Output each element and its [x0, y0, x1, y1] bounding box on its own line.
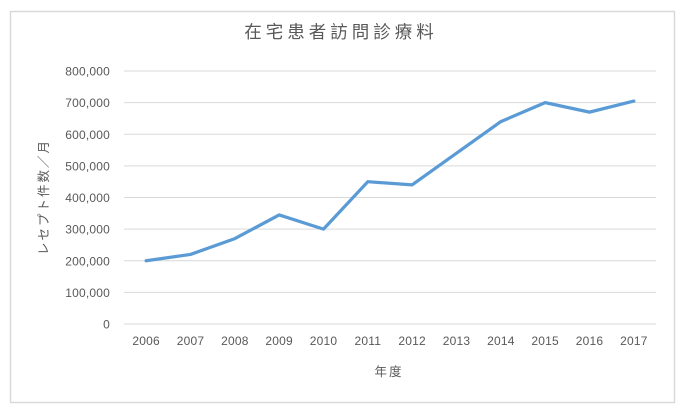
y-tick-label: 700,000: [65, 96, 110, 110]
x-tick-label: 2011: [355, 334, 382, 348]
x-tick-label: 2007: [177, 334, 205, 348]
y-tick-label: 400,000: [65, 191, 110, 205]
x-tick-label: 2016: [576, 334, 604, 348]
y-tick-label: 500,000: [65, 159, 110, 173]
y-axis-title: レセプト件数／月: [36, 139, 51, 255]
x-tick-label: 2013: [443, 334, 471, 348]
x-tick-labels: 2006 2007 2008 2009 2010 2011 2012 2013 2014 2015…: [132, 334, 647, 348]
y-tick-label: 600,000: [65, 128, 110, 142]
chart-border: [9, 10, 676, 404]
x-tick-label: 2008: [221, 334, 249, 348]
y-tick-label: 300,000: [65, 223, 110, 237]
x-tick-label: 2006: [132, 334, 160, 348]
y-tick-label: 800,000: [65, 65, 110, 79]
data-series-line: [144, 99, 636, 263]
y-tick-label: 0: [103, 318, 110, 332]
x-tick-label: 2014: [487, 334, 515, 348]
x-tick-label: 2015: [531, 334, 559, 348]
chart-title: 在宅患者訪問診療料: [244, 22, 438, 42]
y-tick-labels: 0 100,000 200,000 300,000 400,000 500,000 600,…: [65, 65, 110, 332]
x-tick-label: 2010: [310, 334, 338, 348]
x-tick-label: 2017: [620, 334, 648, 348]
x-tick-label: 2009: [265, 334, 293, 348]
x-tick-label: 2012: [398, 334, 426, 348]
x-axis-title: 年度: [374, 364, 403, 379]
y-tick-label: 200,000: [65, 254, 110, 268]
y-tick-label: 100,000: [65, 286, 110, 300]
gridlines: [124, 70, 656, 325]
